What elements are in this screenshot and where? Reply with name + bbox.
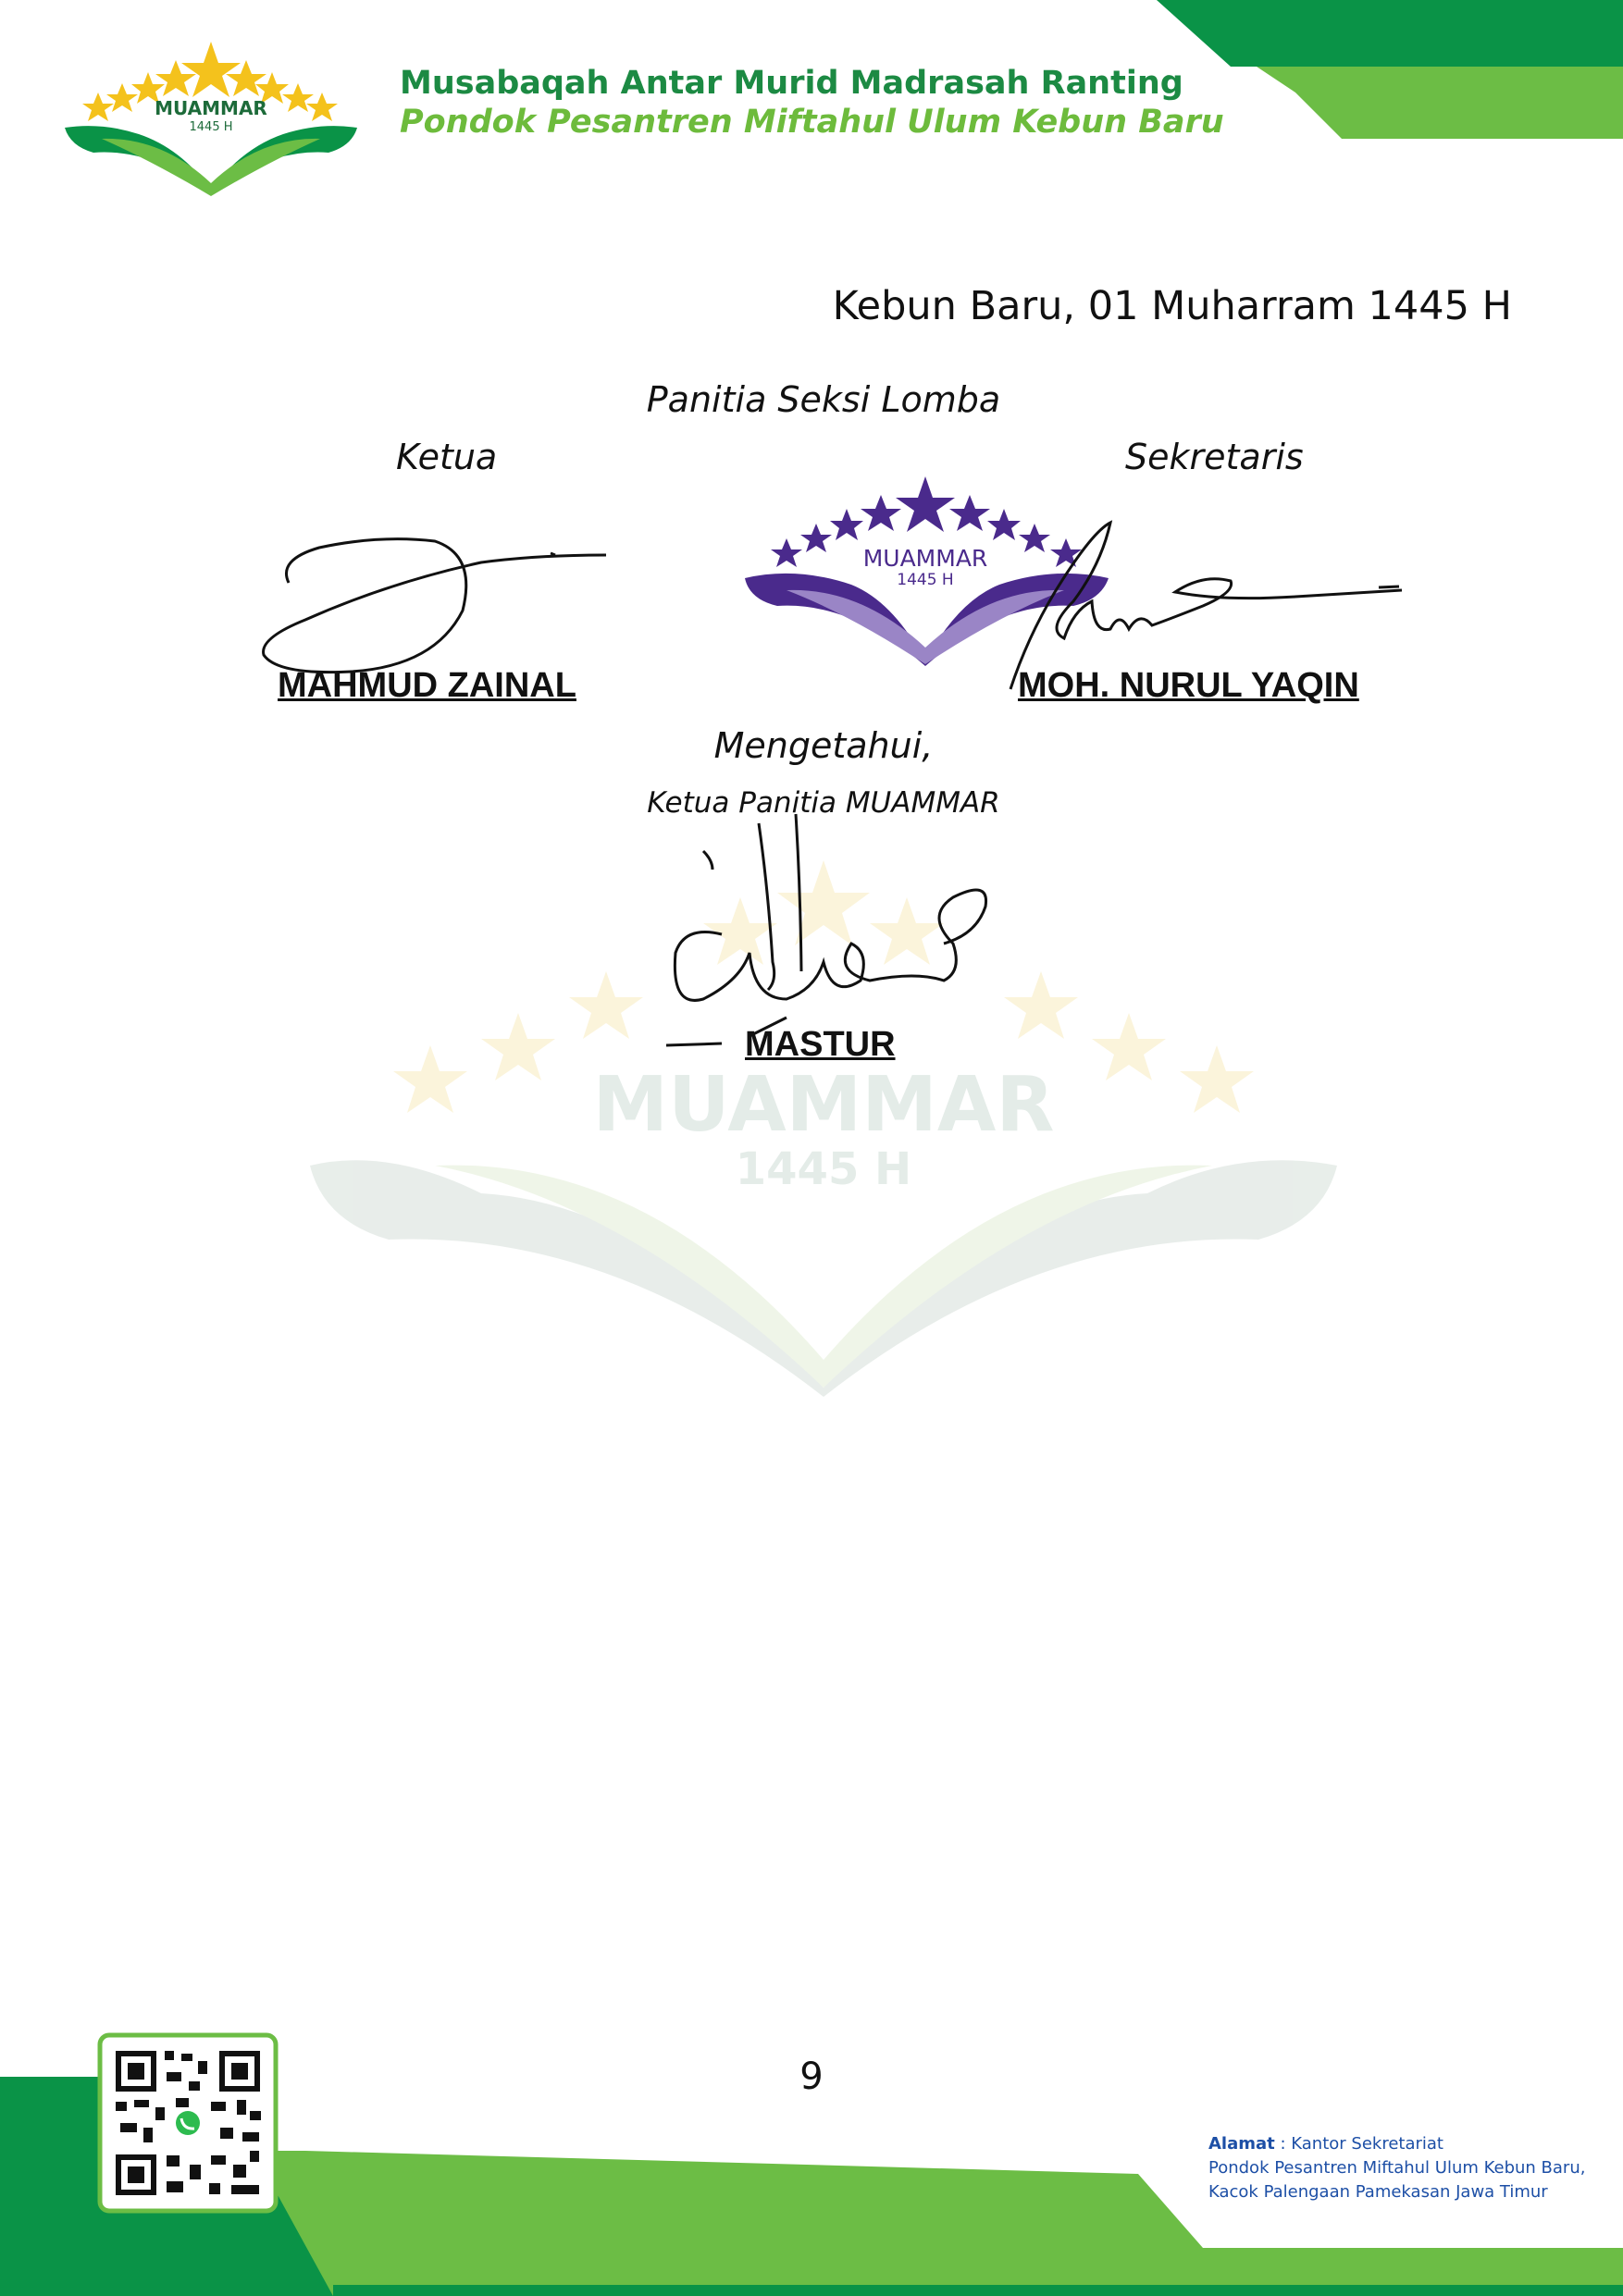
stamp-text: MUAMMAR bbox=[863, 545, 988, 572]
committee-label: Panitia Seksi Lomba bbox=[646, 379, 1001, 420]
signature-left bbox=[262, 537, 607, 674]
header-title: Musabaqah Antar Murid Madrasah Ranting bbox=[400, 65, 1183, 102]
logo-year: 1445 H bbox=[190, 120, 233, 134]
signature-right bbox=[1009, 520, 1403, 690]
date-line: Kebun Baru, 01 Muharram 1445 H bbox=[832, 283, 1512, 329]
logo-text: MUAMMAR bbox=[155, 97, 267, 119]
header-subtitle: Pondok Pesantren Miftahul Ulum Kebun Bar… bbox=[400, 104, 1224, 141]
whatsapp-qr-code bbox=[97, 2032, 279, 2214]
address-line-1: : Kantor Sekretariat bbox=[1274, 2134, 1443, 2154]
watermark-text: MUAMMAR bbox=[593, 1061, 1055, 1149]
stamp-year: 1445 H bbox=[897, 571, 953, 589]
footer-bottom-line bbox=[333, 2285, 1623, 2296]
watermark-year: 1445 H bbox=[736, 1143, 911, 1195]
footer-address: Alamat : Kantor Sekretariat Pondok Pesan… bbox=[1208, 2132, 1585, 2204]
address-line-3: Kacok Palengaan Pamekasan Jawa Timur bbox=[1208, 2182, 1548, 2202]
role-left: Ketua bbox=[396, 437, 498, 477]
header-band-dark bbox=[1157, 0, 1623, 67]
chair-role: Ketua Panitia MUAMMAR bbox=[647, 786, 1000, 820]
signature-chair bbox=[665, 813, 988, 1047]
name-chair: MASTUR bbox=[745, 1025, 896, 1064]
committee-stamp bbox=[745, 476, 1109, 666]
role-right: Sekretaris bbox=[1125, 437, 1304, 477]
name-left: MAHMUD ZAINAL bbox=[278, 666, 576, 705]
footer-white-cut bbox=[278, 2081, 1623, 2248]
name-right: MOH. NURUL YAQIN bbox=[1018, 666, 1359, 705]
address-label: Alamat bbox=[1208, 2134, 1275, 2154]
acknowledge-label: Mengetahui, bbox=[713, 725, 934, 766]
watermark-logo bbox=[310, 860, 1337, 1397]
address-line-2: Pondok Pesantren Miftahul Ulum Kebun Bar… bbox=[1208, 2158, 1586, 2178]
page-number: 9 bbox=[799, 2055, 824, 2098]
muammar-logo bbox=[65, 42, 357, 196]
